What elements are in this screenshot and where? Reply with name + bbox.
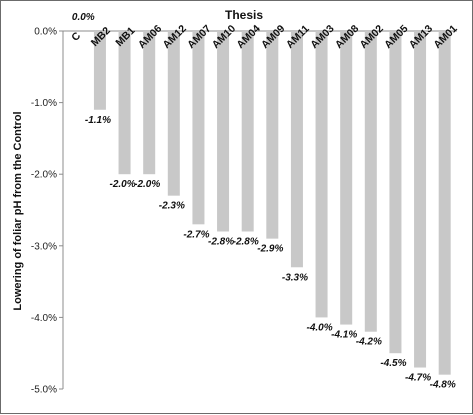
data-label: -2.0% bbox=[110, 179, 136, 190]
data-label: -4.2% bbox=[356, 337, 382, 348]
bar bbox=[438, 31, 451, 375]
bar bbox=[364, 31, 377, 332]
y-tick-label: -1.0% bbox=[31, 98, 57, 109]
data-label: -4.8% bbox=[430, 380, 456, 391]
bar bbox=[93, 31, 106, 110]
y-tick-label: -3.0% bbox=[31, 241, 57, 252]
y-tick-label: -2.0% bbox=[31, 170, 57, 181]
data-label: -1.1% bbox=[85, 115, 111, 126]
data-label: -2.9% bbox=[257, 244, 283, 255]
bar bbox=[143, 31, 156, 175]
y-axis-label: Lowering of foliar pH from the Control bbox=[12, 111, 24, 310]
bar bbox=[389, 31, 402, 354]
bar bbox=[315, 31, 328, 318]
bar bbox=[266, 31, 279, 239]
data-label: 0.0% bbox=[72, 12, 95, 23]
data-label: -4.1% bbox=[331, 330, 357, 341]
data-label: -2.7% bbox=[183, 229, 209, 240]
y-tick-label: 0.0% bbox=[34, 27, 57, 38]
data-label: -4.5% bbox=[380, 358, 406, 369]
bar bbox=[340, 31, 353, 325]
bar bbox=[167, 31, 180, 196]
data-label: -2.3% bbox=[159, 201, 185, 212]
data-label: -2.8% bbox=[208, 236, 234, 247]
bar bbox=[414, 31, 427, 368]
data-label: -2.0% bbox=[134, 179, 160, 190]
data-label: -4.0% bbox=[307, 322, 333, 333]
bar bbox=[217, 31, 230, 232]
bar bbox=[241, 31, 254, 232]
data-label: -3.3% bbox=[282, 272, 308, 283]
data-label: -4.7% bbox=[405, 373, 431, 384]
bar bbox=[290, 31, 303, 268]
chart-title: Thesis bbox=[225, 8, 263, 22]
bar bbox=[192, 31, 205, 225]
data-label: -2.8% bbox=[233, 236, 259, 247]
bar bbox=[118, 31, 131, 175]
category-label: C bbox=[69, 30, 83, 44]
y-tick-label: -4.0% bbox=[31, 313, 57, 324]
bars-group bbox=[93, 31, 451, 375]
y-tick-label: -5.0% bbox=[31, 385, 57, 396]
